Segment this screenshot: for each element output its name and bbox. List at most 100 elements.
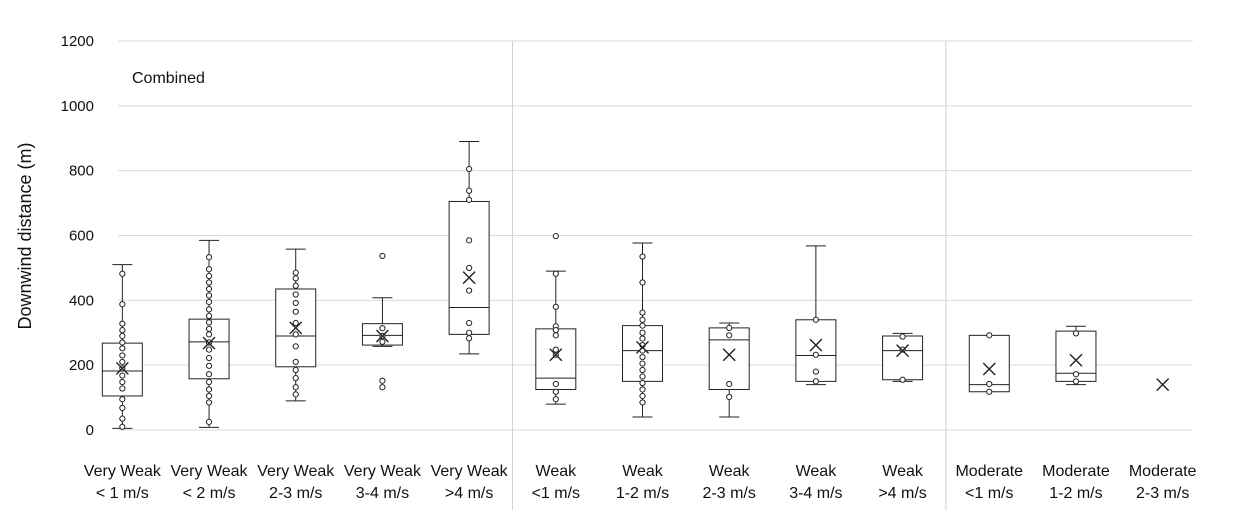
mean-marker xyxy=(809,338,823,352)
data-point xyxy=(205,266,213,273)
data-point xyxy=(119,345,126,352)
data-point xyxy=(466,165,473,173)
data-point xyxy=(552,233,559,240)
data-point xyxy=(205,378,213,386)
mean-marker xyxy=(1069,353,1083,367)
box-9 xyxy=(882,332,924,383)
data-point xyxy=(552,388,559,395)
data-point xyxy=(466,329,473,336)
data-point xyxy=(1072,378,1080,385)
data-point xyxy=(205,279,213,286)
data-point xyxy=(292,358,299,366)
y-tick-label: 1200 xyxy=(61,33,94,50)
data-point xyxy=(205,346,213,353)
data-point xyxy=(205,331,213,338)
y-axis-ticks: 0 200 400 600 800 1000 1200 xyxy=(61,33,94,439)
data-point xyxy=(639,335,646,342)
data-point xyxy=(379,384,386,391)
x-category-label-line1: Very Weak xyxy=(84,463,162,480)
mean-marker xyxy=(289,321,303,335)
data-point xyxy=(205,254,213,261)
data-point xyxy=(119,423,126,430)
data-point xyxy=(986,380,993,388)
data-point xyxy=(292,308,299,315)
data-point xyxy=(205,292,213,299)
data-point xyxy=(292,269,299,276)
data-point xyxy=(205,285,213,293)
box-iqr xyxy=(535,328,577,390)
x-category-label-line1: Weak xyxy=(796,463,838,480)
data-point xyxy=(639,399,646,406)
data-point xyxy=(292,331,299,338)
data-point xyxy=(552,332,559,339)
data-point xyxy=(726,332,733,339)
data-point xyxy=(639,360,646,367)
box-3 xyxy=(361,252,403,391)
data-point xyxy=(292,375,299,382)
x-category-label-line1: Very Weak xyxy=(170,463,248,480)
data-point xyxy=(552,396,559,403)
data-point xyxy=(639,316,646,323)
data-point xyxy=(119,332,126,340)
data-point xyxy=(639,322,646,329)
x-category-label-line2: 1-2 m/s xyxy=(1049,485,1102,502)
data-point xyxy=(466,187,473,194)
data-point xyxy=(639,392,646,400)
y-tick-label: 1000 xyxy=(61,98,94,115)
data-point xyxy=(899,376,906,383)
mean-marker xyxy=(375,329,389,343)
data-point xyxy=(379,325,386,332)
box-12 xyxy=(1156,378,1170,392)
data-point xyxy=(899,333,906,340)
x-category-label-line2: >4 m/s xyxy=(878,485,926,502)
box-4 xyxy=(448,140,490,355)
x-category-label-line1: Moderate xyxy=(955,463,1023,480)
mean-marker xyxy=(549,348,563,362)
data-point xyxy=(292,282,299,289)
data-point xyxy=(292,299,299,307)
data-point xyxy=(205,354,213,362)
data-point xyxy=(379,377,386,384)
x-category-label-line2: 3-4 m/s xyxy=(356,485,409,502)
x-category-label-line2: 1-2 m/s xyxy=(616,485,669,502)
data-point xyxy=(1072,371,1080,378)
data-point xyxy=(205,319,213,326)
data-point xyxy=(552,303,559,310)
x-axis-category-labels: Very Weak < 1 m/s Very Weak < 2 m/s Very Wea… xyxy=(84,463,1197,502)
data-point xyxy=(379,338,386,345)
mean-marker xyxy=(202,336,216,350)
mean-marker xyxy=(462,271,476,285)
data-point xyxy=(812,351,819,358)
y-tick-label: 0 xyxy=(86,422,94,439)
data-point xyxy=(205,362,213,369)
box-5 xyxy=(535,233,577,405)
data-point xyxy=(639,386,646,393)
data-point xyxy=(639,373,646,380)
data-point xyxy=(119,396,126,403)
mean-marker xyxy=(982,362,996,376)
data-point xyxy=(639,329,646,336)
mean-marker xyxy=(636,340,649,354)
data-point xyxy=(119,372,126,379)
x-category-label-line1: Weak xyxy=(622,463,664,480)
data-point xyxy=(812,316,819,323)
data-point xyxy=(205,392,213,400)
box-6 xyxy=(622,242,663,418)
box-2 xyxy=(275,248,317,402)
x-category-label-line2: 2-3 m/s xyxy=(703,485,756,502)
x-category-label-line2: 2-3 m/s xyxy=(269,485,322,502)
x-category-label-line2: <1 m/s xyxy=(532,485,580,502)
data-point xyxy=(205,312,213,319)
data-point xyxy=(466,237,473,244)
group-separators xyxy=(511,41,947,510)
mean-marker xyxy=(896,344,910,358)
mean-marker xyxy=(722,348,736,362)
box-1 xyxy=(188,239,230,428)
data-point xyxy=(119,339,126,346)
x-category-label-line2: < 2 m/s xyxy=(183,485,236,502)
data-point xyxy=(466,335,473,342)
x-category-label-line2: >4 m/s xyxy=(445,485,493,502)
data-point xyxy=(552,327,559,334)
mean-marker xyxy=(115,361,129,375)
data-point xyxy=(119,415,126,422)
